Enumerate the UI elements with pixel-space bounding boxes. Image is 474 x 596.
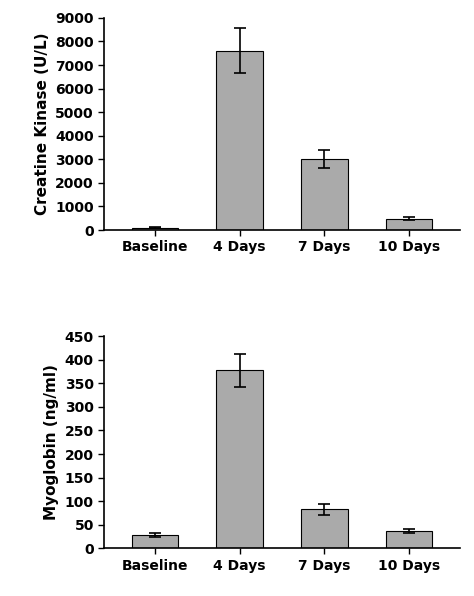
Y-axis label: Myoglobin (ng/ml): Myoglobin (ng/ml)	[44, 364, 59, 520]
Bar	[217, 51, 263, 230]
Bar	[301, 509, 347, 548]
Y-axis label: Creatine Kinase (U/L): Creatine Kinase (U/L)	[35, 33, 50, 215]
Bar	[301, 159, 347, 230]
Bar	[132, 535, 178, 548]
Bar	[386, 531, 432, 548]
Bar	[217, 370, 263, 548]
Bar	[132, 228, 178, 230]
Bar	[386, 219, 432, 230]
